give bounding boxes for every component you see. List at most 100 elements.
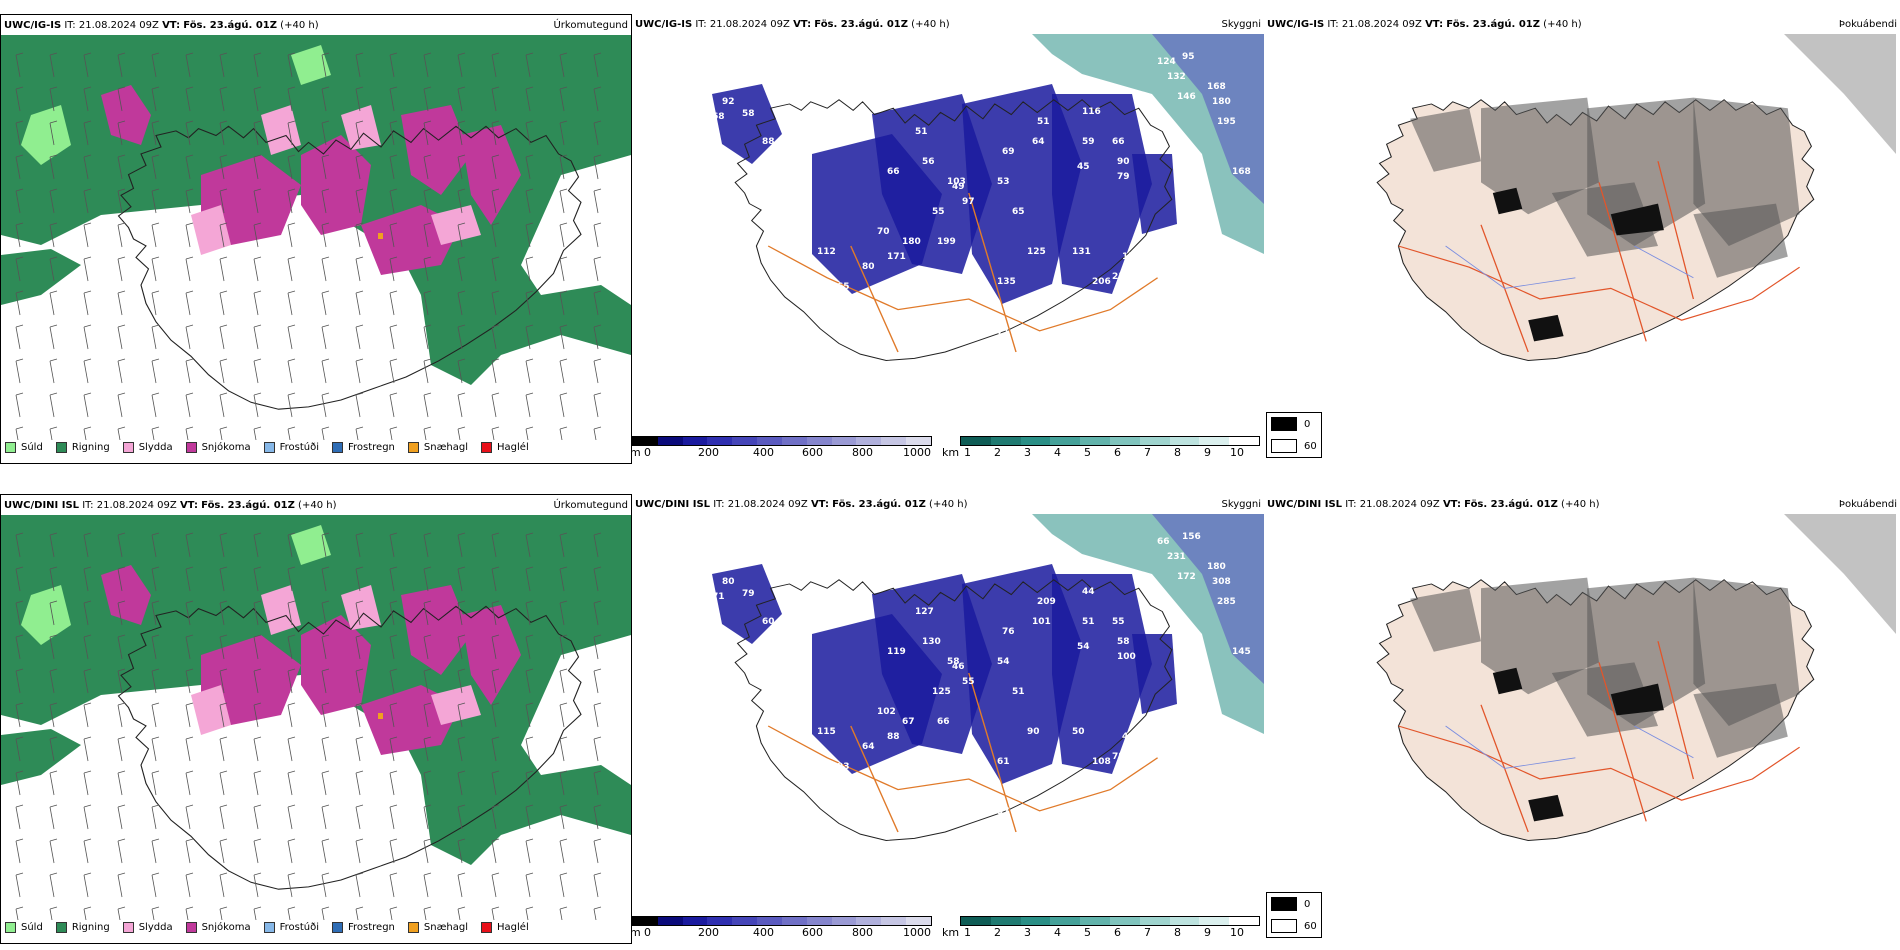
- model-name: UWC/DINI ISL: [1267, 499, 1343, 510]
- sleet-area: [431, 205, 481, 245]
- cloud-base-label: 80: [862, 262, 875, 272]
- tick-label: 3: [1024, 446, 1031, 459]
- legend-item: Slydda: [122, 921, 173, 933]
- it-label: IT:: [713, 499, 725, 510]
- tick-label: 2: [994, 926, 1001, 939]
- cloud-base-label: 64: [862, 742, 875, 752]
- cloud-base-label: 68: [712, 112, 725, 122]
- fog-legend-bottom: 0 60: [1266, 892, 1322, 938]
- model-name: UWC/DINI ISL: [4, 500, 80, 511]
- legend-swatch: [55, 441, 67, 453]
- vt-label: VT:: [793, 19, 812, 30]
- fog-dark-spot: [1492, 187, 1523, 215]
- cloud-base-label: 62: [1042, 317, 1055, 327]
- legend-label: Frostúði: [279, 441, 319, 453]
- vt-label: VT:: [810, 499, 829, 510]
- drizzle-area: [21, 105, 71, 165]
- rain-area: [1, 35, 631, 385]
- tick-label: 600: [802, 446, 823, 459]
- fog-swatch-light: [1271, 439, 1297, 453]
- legend-label: Frostregn: [348, 921, 395, 933]
- cloud-base-label: 70: [877, 227, 890, 237]
- tick-label: 800: [852, 926, 873, 939]
- snow-area: [101, 85, 151, 145]
- legend-label: Súld: [21, 441, 43, 453]
- fog-dark-spot: [1528, 314, 1564, 342]
- rivers: [1445, 725, 1694, 769]
- snow-area: [461, 125, 521, 225]
- coastline: [117, 125, 582, 410]
- panel-title: Þokuábendi: [1838, 19, 1897, 30]
- it-value: 21.08.2024 09Z: [1341, 19, 1422, 30]
- lead-time: (+40 h): [929, 499, 968, 510]
- tick-label: 1000: [903, 446, 931, 459]
- lead-time: (+40 h): [1543, 19, 1582, 30]
- cloud-base-label: 88: [887, 732, 900, 742]
- cloud-base-label: 127: [915, 607, 934, 617]
- tick-label: 9: [1204, 446, 1211, 459]
- legend-item: Haglél: [481, 921, 529, 933]
- cloud-area: [872, 94, 992, 274]
- legend-item: Frostúði: [263, 441, 319, 453]
- cloud-base-label: 92: [722, 97, 735, 107]
- sleet-area: [191, 685, 231, 735]
- tick-label: 0: [644, 926, 651, 939]
- snow-area: [301, 135, 371, 235]
- cloud-base-label: 199: [937, 237, 956, 247]
- drizzle-area: [21, 585, 71, 645]
- fog-tick: 60: [1304, 921, 1317, 932]
- cloud-base-label: 180: [1212, 97, 1231, 107]
- tick-label: 400: [753, 446, 774, 459]
- cloud-base-label: 125: [1027, 247, 1046, 257]
- tick-label: 7: [1144, 446, 1151, 459]
- fog-shade: [1551, 662, 1658, 737]
- cloud-base-label: 58: [947, 657, 960, 667]
- cloud-base-label: 56: [952, 357, 965, 367]
- legend-swatch: [5, 921, 16, 933]
- legend-item: Haglél: [481, 441, 529, 453]
- cloud-base-label: 58: [742, 109, 755, 119]
- snow-area: [401, 105, 471, 195]
- precip-field: [1, 515, 631, 920]
- tick-label: 5: [1084, 446, 1091, 459]
- tick-label: 800: [852, 446, 873, 459]
- precip-field: [1, 35, 631, 440]
- cloud-base-label: 78: [1112, 752, 1125, 762]
- cloud-base-label: 171: [887, 252, 906, 262]
- tick-label: 400: [753, 926, 774, 939]
- fog-legend-top: 0 60: [1266, 412, 1322, 458]
- cloud-base-label: 112: [817, 247, 836, 257]
- drizzle-area: [291, 45, 331, 85]
- legend-item: Súld: [5, 921, 43, 933]
- cloud-base-label: 131: [1072, 247, 1091, 257]
- tick-label: 200: [698, 446, 719, 459]
- legend-label: Snjókoma: [201, 921, 251, 933]
- fog-dark-spot: [1610, 203, 1664, 236]
- cloud-base-label: 156: [1182, 532, 1201, 542]
- tick-label: 3: [1024, 926, 1031, 939]
- tick-label: 1000: [903, 926, 931, 939]
- roads: [767, 672, 1159, 833]
- legend-item: Slydda: [122, 441, 173, 453]
- vt-label: VT:: [162, 20, 181, 31]
- cloud-base-label: 55: [932, 207, 945, 217]
- cloud-base-label: 124: [1157, 57, 1176, 67]
- fog-shade: [1551, 182, 1658, 257]
- it-value: 21.08.2024 09Z: [709, 19, 790, 30]
- legend-item: Súld: [5, 441, 43, 453]
- fog-shade: [1481, 577, 1599, 695]
- cloud-base-label: 216: [1112, 272, 1131, 282]
- cloud-base-label: 49: [1122, 732, 1135, 742]
- cloud-base-label: 168: [1232, 167, 1251, 177]
- cloud-area: [712, 564, 782, 644]
- cloud-base-label: 121: [1042, 797, 1061, 807]
- coastline: [734, 99, 1173, 361]
- tick-label: 5: [1084, 926, 1091, 939]
- cloud-base-label: 195: [1217, 117, 1236, 127]
- cloud-base-ticks: m 0 200 400 600 800 1000: [630, 446, 942, 460]
- legend-label: Slydda: [138, 441, 173, 453]
- cloud-base-label: 66: [1157, 537, 1170, 547]
- cloud-base-label: 157: [962, 277, 981, 287]
- visibility-ticks: km 1 2 3 4 5 6 7 8 9 10: [942, 926, 1262, 940]
